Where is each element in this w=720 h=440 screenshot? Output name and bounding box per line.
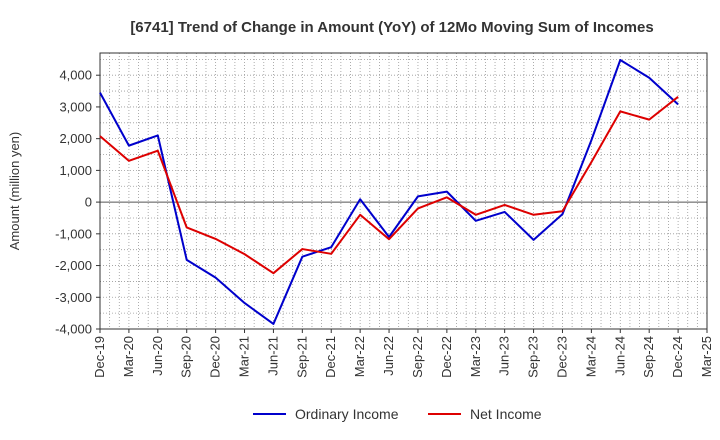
x-tick-label: Jun-21 [265,336,280,376]
x-tick-label: Sep-21 [294,336,309,378]
x-tick-label: Mar-25 [699,336,714,377]
x-tick-label: Sep-24 [641,336,656,378]
y-tick-label: -4,000 [55,322,92,337]
series-line-ordinary-income [99,58,679,325]
legend-label-ordinary-income: Ordinary Income [295,406,399,422]
plot-frame [99,52,708,330]
x-tick-label: Dec-24 [670,336,685,378]
y-tick-label: 1,000 [59,163,92,178]
x-tick-label: Mar-24 [583,336,598,377]
y-tick-label: -2,000 [55,258,92,273]
series-line-net-income [99,95,679,275]
y-tick-label: 4,000 [59,68,92,83]
plot-area [100,53,707,329]
y-tick-label: -1,000 [55,226,92,241]
x-tick-label: Sep-20 [179,336,194,378]
y-axis-label: Amount (million yen) [7,132,22,251]
y-tick-label: 0 [85,195,92,210]
chart-title: [6741] Trend of Change in Amount (YoY) o… [130,19,653,36]
x-tick-label: Mar-21 [237,336,252,377]
x-tick-label: Sep-23 [526,336,541,378]
x-tick-label: Jun-22 [381,336,396,376]
series-lines [99,58,679,325]
y-tick-labels: -4,000 -3,000 -2,000 -1,000 0 1,000 2,000 3,000… [55,68,92,337]
legend: Ordinary Income Net Income [253,406,542,422]
y-tick-label: 3,000 [59,99,92,114]
x-tick-label: Dec-19 [92,336,107,378]
grid [100,53,707,329]
x-tick-label: Mar-23 [468,336,483,377]
y-tick-label: -3,000 [55,290,92,305]
x-tick-labels: Dec-19 Mar-20 Jun-20 Sep-20 Dec-20 Mar-21 Jun-… [92,336,714,378]
x-tick-label: Dec-23 [554,336,569,378]
x-tick-label: Jun-20 [150,336,165,376]
axes [96,52,708,333]
x-tick-label: Dec-21 [323,336,338,378]
x-tick-label: Dec-22 [439,336,454,378]
x-tick-label: Jun-23 [497,336,512,376]
y-tick-label: 2,000 [59,131,92,146]
x-tick-label: Dec-20 [208,336,223,378]
x-tick-label: Sep-22 [410,336,425,378]
legend-label-net-income: Net Income [470,406,542,422]
x-tick-label: Jun-24 [612,336,627,376]
x-tick-label: Mar-20 [121,336,136,377]
x-tick-label: Mar-22 [352,336,367,377]
